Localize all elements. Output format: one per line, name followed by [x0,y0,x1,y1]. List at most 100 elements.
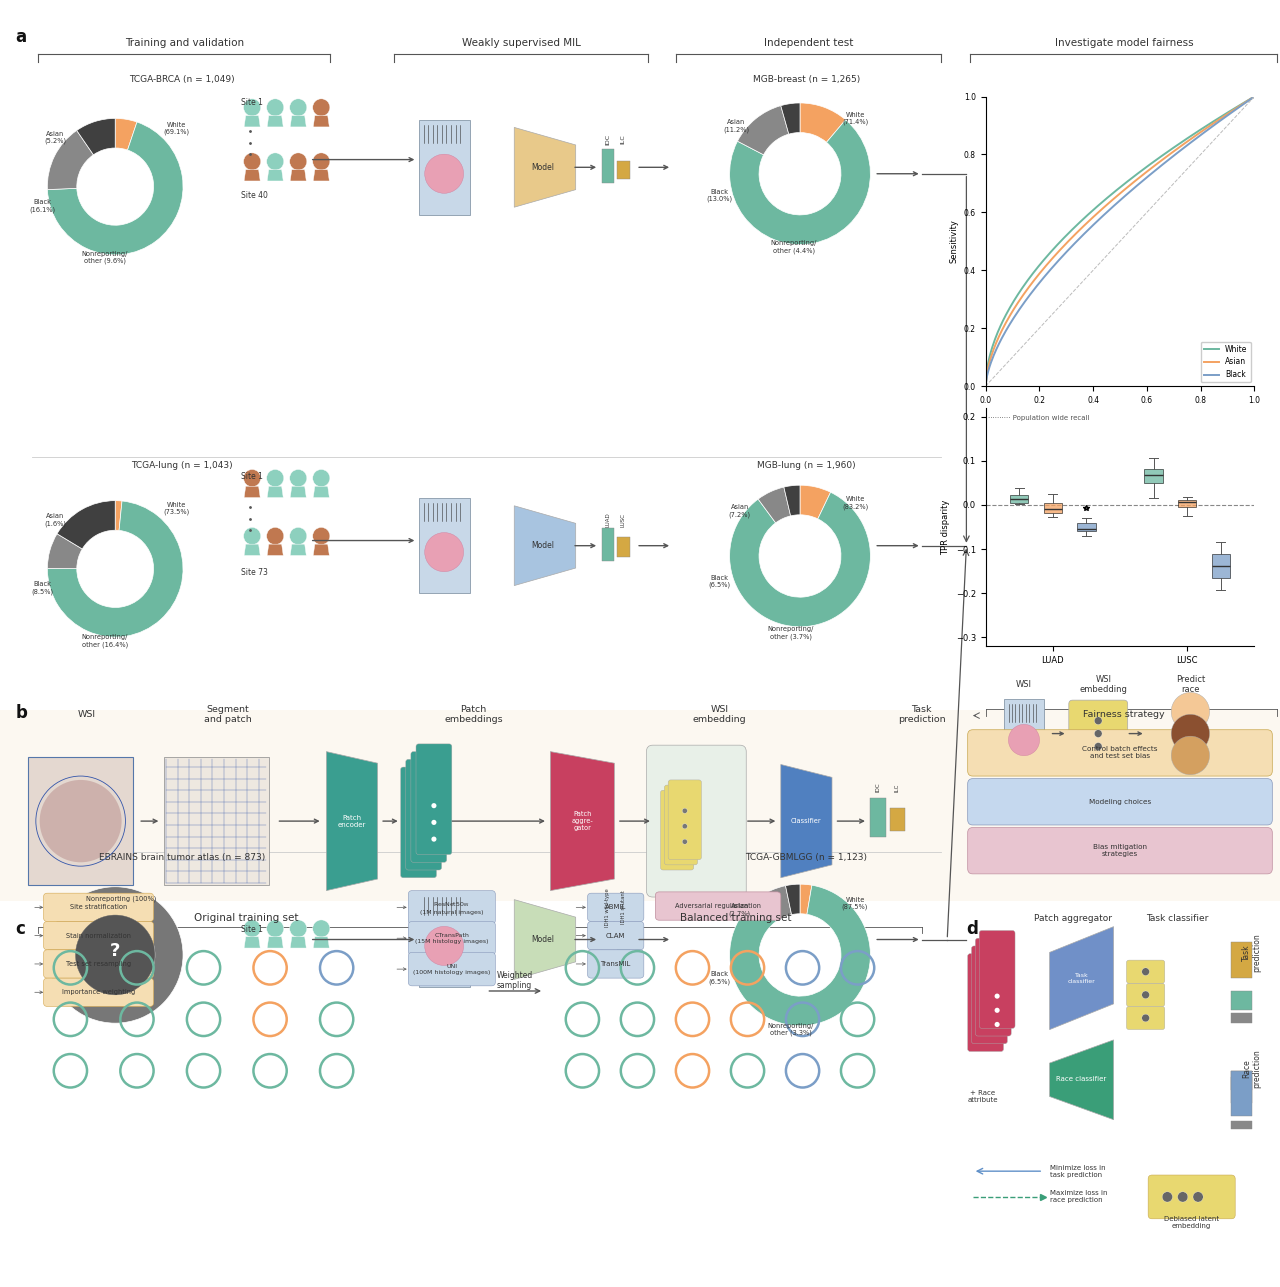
Wedge shape [800,485,831,519]
Text: Classifier: Classifier [791,819,822,824]
Polygon shape [314,486,329,498]
FancyArrowPatch shape [35,963,42,965]
Bar [1004,699,1044,768]
FancyBboxPatch shape [1069,700,1128,766]
Wedge shape [759,885,791,921]
White [1224,103,1239,118]
Asian [978,378,993,394]
Text: Asian
(5.2%): Asian (5.2%) [44,131,67,144]
Polygon shape [1050,1040,1114,1120]
Polygon shape [268,170,283,181]
FancyBboxPatch shape [411,752,447,862]
Text: Site 73: Site 73 [241,569,268,577]
Text: Weakly supervised MIL: Weakly supervised MIL [462,37,580,48]
FancyBboxPatch shape [401,767,436,878]
Text: MGB-breast (n = 1,265): MGB-breast (n = 1,265) [753,76,860,84]
Text: Original training set: Original training set [193,912,298,923]
Circle shape [243,528,261,544]
Text: IDC: IDC [605,134,611,144]
Black [1050,255,1065,270]
FancyBboxPatch shape [968,828,1272,874]
Polygon shape [291,170,306,181]
Text: Nonreporting/
other (4.4%): Nonreporting/ other (4.4%) [771,241,817,254]
FancyBboxPatch shape [408,891,495,924]
Circle shape [987,1008,992,1013]
Polygon shape [291,486,306,498]
Text: Patch
embeddings: Patch embeddings [444,704,503,725]
Circle shape [1094,743,1102,750]
Text: Black
(16.1%): Black (16.1%) [29,199,55,212]
Polygon shape [515,900,576,979]
Text: Site 40: Site 40 [241,192,268,199]
Circle shape [1142,1014,1149,1022]
Circle shape [416,837,421,842]
Wedge shape [47,887,183,1023]
FancyBboxPatch shape [44,978,154,1006]
FancyBboxPatch shape [406,759,442,870]
Circle shape [1178,1192,1188,1202]
Text: Asian
(7.2%): Asian (7.2%) [728,505,751,517]
Polygon shape [515,127,576,207]
Polygon shape [244,170,260,181]
Circle shape [1009,725,1039,755]
Circle shape [682,824,687,829]
Circle shape [675,839,680,844]
FancyBboxPatch shape [164,757,269,885]
FancyBboxPatch shape [588,950,644,978]
Circle shape [426,820,431,825]
Circle shape [312,920,330,937]
FancyArrowPatch shape [576,906,585,909]
Text: Investigate model fairness: Investigate model fairness [1055,37,1193,48]
Text: ?: ? [110,942,120,960]
Circle shape [1162,1192,1172,1202]
Circle shape [983,994,988,999]
FancyBboxPatch shape [408,921,495,955]
Wedge shape [730,120,870,245]
Black [1028,279,1043,295]
Asian [1224,104,1239,120]
Circle shape [678,808,684,813]
Text: Control batch effects
and test set bias: Control batch effects and test set bias [1083,746,1157,759]
Line: Black: Black [986,97,1254,386]
Text: Nonreporting (100%): Nonreporting (100%) [86,894,156,902]
Text: White
(71.4%): White (71.4%) [842,112,868,125]
Wedge shape [800,103,846,143]
FancyBboxPatch shape [968,779,1272,825]
Text: Asian
(2.7%): Asian (2.7%) [728,903,751,916]
Text: Independent test: Independent test [764,37,852,48]
Text: TCGA-lung (n = 1,043): TCGA-lung (n = 1,043) [131,462,233,470]
Text: Patch
encoder: Patch encoder [338,815,366,828]
Bar [1231,991,1252,1010]
Circle shape [987,1022,992,1027]
Text: White
(73.5%): White (73.5%) [164,502,189,515]
Bar [1231,1013,1252,1023]
Bar [602,919,614,955]
Text: WSI
embedding: WSI embedding [692,704,746,725]
Circle shape [289,528,307,544]
Text: Site 1: Site 1 [241,99,262,107]
FancyBboxPatch shape [28,757,133,885]
Text: Fairness strategy: Fairness strategy [1083,710,1165,718]
Circle shape [289,99,307,116]
Circle shape [995,1008,1000,1013]
White [1028,263,1043,278]
Polygon shape [268,486,283,498]
Circle shape [289,470,307,486]
Text: Weighted
sampling: Weighted sampling [497,970,532,991]
Text: Patch aggregator: Patch aggregator [1034,914,1111,923]
Circle shape [243,920,261,937]
Text: Site 1: Site 1 [241,472,262,480]
FancyArrowPatch shape [35,934,42,937]
Text: IDC: IDC [876,782,881,793]
White [1233,97,1248,112]
Text: Black
(8.5%): Black (8.5%) [31,582,54,595]
Circle shape [416,803,421,808]
Circle shape [243,99,261,116]
Wedge shape [730,885,870,1026]
Circle shape [312,470,330,486]
Circle shape [678,824,684,829]
Circle shape [1094,717,1102,725]
Text: White
(83.2%): White (83.2%) [842,497,868,510]
FancyBboxPatch shape [1126,960,1165,983]
PathPatch shape [1178,499,1197,507]
